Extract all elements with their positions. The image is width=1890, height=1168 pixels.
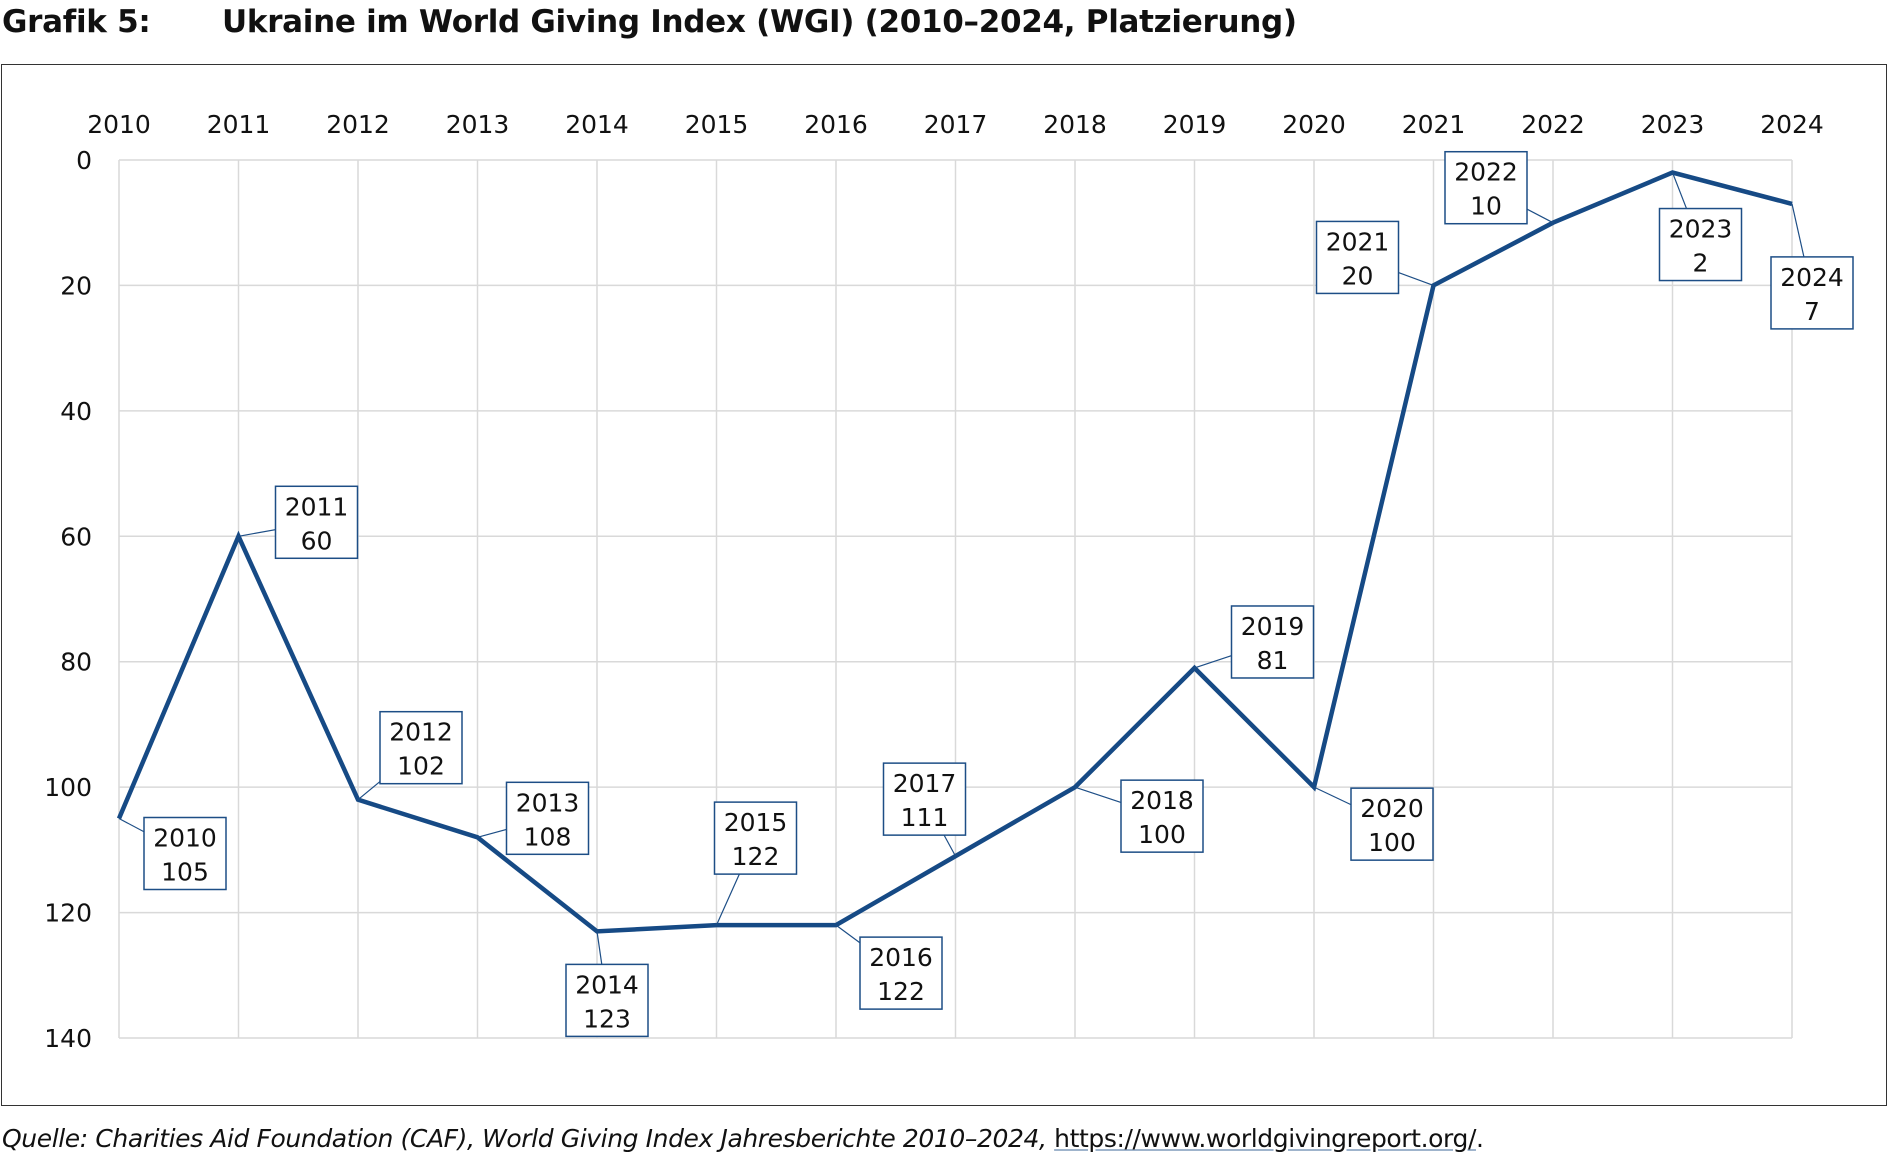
- data-label-year: 2013: [516, 788, 580, 817]
- chart-title: Ukraine im World Giving Index (WGI) (201…: [222, 4, 1297, 40]
- data-label: 2017 111: [882, 762, 967, 857]
- data-label-year: 2022: [1454, 158, 1518, 187]
- data-label-year: 2016: [869, 943, 933, 972]
- data-label-box: [1350, 787, 1434, 861]
- data-label-year: 2011: [285, 492, 349, 521]
- source-end: .: [1475, 1124, 1484, 1153]
- data-label-value: 100: [1368, 828, 1416, 857]
- x-tick-label: 2022: [1521, 110, 1585, 139]
- data-label: 2020 100: [1313, 786, 1434, 861]
- data-label-box: [505, 781, 590, 856]
- data-label-box: [379, 710, 463, 785]
- y-tick-label: 100: [44, 773, 92, 802]
- data-label: 2010 105: [118, 816, 227, 891]
- x-tick-label: 2014: [565, 110, 629, 139]
- data-label-box: [1315, 220, 1400, 295]
- data-label: 2012 102: [357, 710, 463, 801]
- data-label-box: [859, 936, 943, 1010]
- data-label-value: 108: [524, 822, 572, 851]
- data-label-value: 2: [1693, 249, 1709, 278]
- data-label-value: 20: [1342, 261, 1374, 290]
- data-label-year: 2018: [1130, 786, 1194, 815]
- data-label-year: 2012: [389, 718, 453, 747]
- x-tick-label: 2016: [804, 110, 868, 139]
- x-tick-label: 2020: [1282, 110, 1346, 139]
- data-label: 2014 123: [565, 931, 649, 1038]
- data-label-year: 2019: [1241, 612, 1305, 641]
- data-label: 2022 10: [1444, 150, 1554, 225]
- data-label-box: [882, 762, 967, 836]
- data-label-value: 10: [1470, 192, 1502, 221]
- x-tick-label: 2018: [1043, 110, 1107, 139]
- y-tick-label: 140: [44, 1024, 92, 1053]
- data-label-value: 122: [732, 842, 780, 871]
- data-label-box: [1658, 207, 1743, 282]
- data-label: 2018 100: [1074, 779, 1204, 853]
- x-tick-label: 2023: [1641, 110, 1705, 139]
- y-tick-label: 60: [60, 522, 92, 551]
- data-label-value: 60: [301, 526, 333, 555]
- x-tick-label: 2015: [685, 110, 749, 139]
- y-tick-label: 40: [60, 397, 92, 426]
- data-label-year: 2020: [1360, 794, 1424, 823]
- y-tick-label: 20: [60, 271, 92, 300]
- data-label-value: 102: [397, 752, 445, 781]
- data-label-box: [1230, 605, 1315, 679]
- data-label-value: 105: [161, 858, 209, 887]
- x-tick-label: 2012: [326, 110, 390, 139]
- x-tick-label: 2017: [924, 110, 988, 139]
- source-note: Quelle: Charities Aid Foundation (CAF), …: [2, 1124, 1484, 1153]
- data-label: 2023 2: [1658, 172, 1743, 282]
- data-label: 2013 108: [477, 781, 590, 856]
- x-tick-label: 2011: [207, 110, 271, 139]
- source-text: Quelle: Charities Aid Foundation (CAF), …: [2, 1124, 1055, 1153]
- data-label-box: [1444, 150, 1528, 225]
- data-label-value: 111: [901, 803, 949, 832]
- x-tick-label: 2024: [1760, 110, 1824, 139]
- data-label-year: 2017: [893, 769, 957, 798]
- data-label-box: [1120, 779, 1204, 853]
- figure-header: Grafik 5: Ukraine im World Giving Index …: [0, 4, 1890, 54]
- data-label-value: 123: [583, 1004, 631, 1033]
- data-label: 2024 7: [1770, 203, 1854, 330]
- data-label-year: 2024: [1780, 263, 1844, 292]
- data-label-box: [274, 485, 359, 560]
- figure-label: Grafik 5:: [2, 4, 151, 40]
- data-label-box: [143, 816, 227, 891]
- data-label-box: [713, 801, 798, 875]
- data-label-value: 81: [1257, 646, 1289, 675]
- y-tick-label: 0: [76, 146, 92, 175]
- y-tick-label: 120: [44, 899, 92, 928]
- data-label-box: [1770, 256, 1854, 330]
- x-tick-label: 2013: [446, 110, 510, 139]
- data-label-box: [565, 963, 649, 1038]
- y-tick-label: 80: [60, 648, 92, 677]
- data-label-year: 2023: [1669, 215, 1733, 244]
- chart-frame: [1, 64, 1887, 1106]
- data-label-value: 100: [1138, 820, 1186, 849]
- source-link[interactable]: https://www.worldgivingreport.org/: [1054, 1124, 1476, 1153]
- data-label: 2015 122: [713, 801, 798, 926]
- data-label-year: 2015: [724, 808, 788, 837]
- data-label: 2019 81: [1194, 605, 1315, 679]
- data-label-year: 2021: [1326, 227, 1390, 256]
- data-label: 2011 60: [238, 485, 359, 560]
- data-label-value: 7: [1804, 297, 1820, 326]
- data-label-value: 122: [877, 977, 925, 1006]
- data-label: 2021 20: [1315, 220, 1434, 295]
- line-chart: 2010 2011 2012 2013 2014 2015 2016 2017 2018 2019…: [44, 110, 1854, 1053]
- data-label-year: 2014: [575, 970, 639, 999]
- x-tick-label: 2019: [1163, 110, 1227, 139]
- x-tick-label: 2010: [87, 110, 151, 139]
- x-tick-label: 2021: [1402, 110, 1466, 139]
- data-label-year: 2010: [153, 824, 217, 853]
- data-label: 2016 122: [835, 924, 943, 1010]
